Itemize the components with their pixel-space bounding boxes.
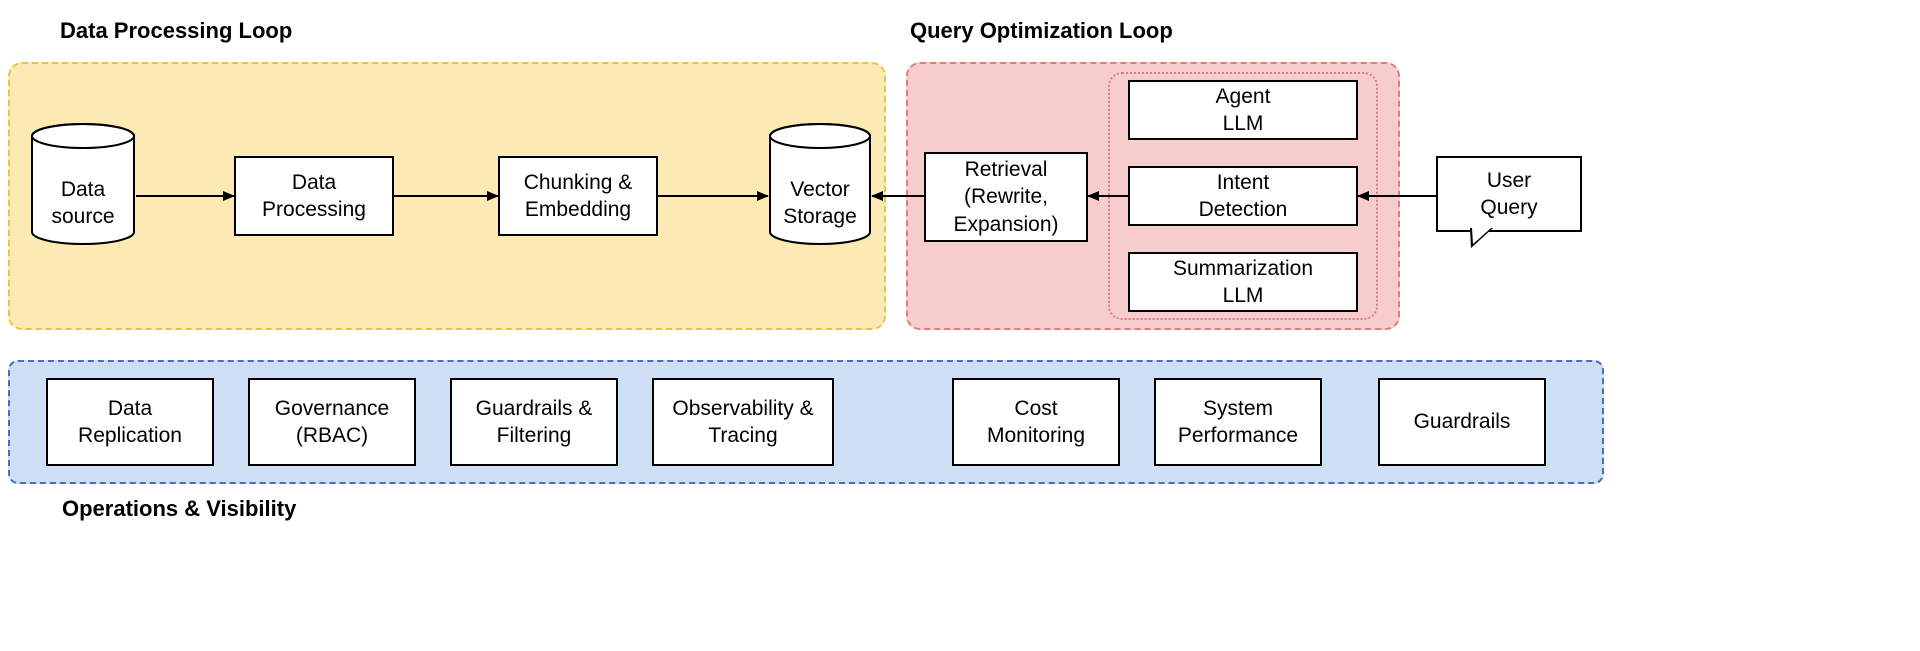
section-title-data-processing: Data Processing Loop [60, 18, 292, 44]
box-agent-llm: AgentLLM [1128, 80, 1358, 140]
ops-box-system-performance: SystemPerformance [1154, 378, 1322, 466]
speech-user-query: UserQuery [1436, 156, 1582, 232]
box-summarization-llm: SummarizationLLM [1128, 252, 1358, 312]
section-title-query-optimization: Query Optimization Loop [910, 18, 1173, 44]
ops-box-data-replication: DataReplication [46, 378, 214, 466]
section-title-operations: Operations & Visibility [62, 496, 296, 522]
ops-box-cost-monitoring: CostMonitoring [952, 378, 1120, 466]
box-intent-detection: IntentDetection [1128, 166, 1358, 226]
cylinder-label-data-source: Datasource [30, 176, 136, 231]
box-chunking-embedding: Chunking &Embedding [498, 156, 658, 236]
ops-box-guardrails: Guardrails [1378, 378, 1546, 466]
ops-box-governance: Governance(RBAC) [248, 378, 416, 466]
cylinder-vector-storage: VectorStorage [768, 122, 872, 246]
ops-box-observability: Observability &Tracing [652, 378, 834, 466]
zone-data-processing [8, 62, 886, 330]
box-data-processing: DataProcessing [234, 156, 394, 236]
cylinder-label-vector-storage: VectorStorage [768, 176, 872, 231]
box-retrieval: Retrieval(Rewrite,Expansion) [924, 152, 1088, 242]
cylinder-data-source: Datasource [30, 122, 136, 246]
ops-box-guardrails-filtering: Guardrails &Filtering [450, 378, 618, 466]
